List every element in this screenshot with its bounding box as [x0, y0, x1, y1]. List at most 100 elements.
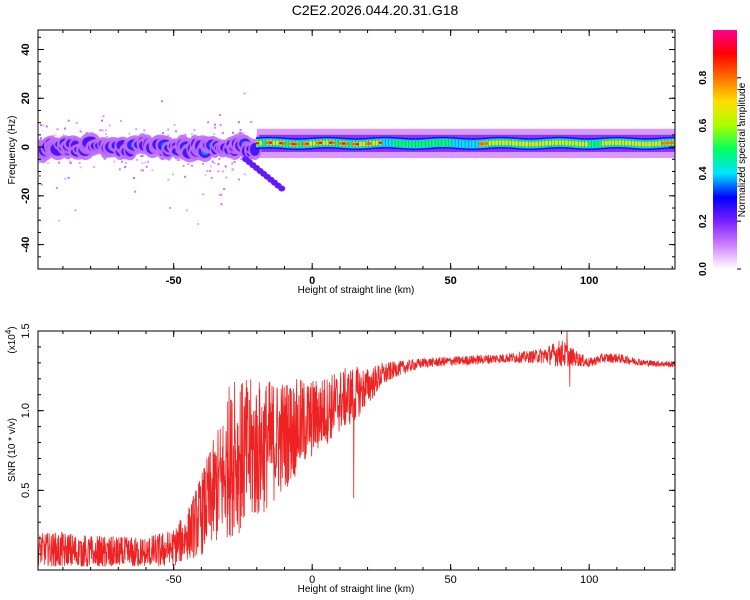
spectrogram-speck: [69, 160, 72, 163]
spectrogram-ridge-cell: [535, 141, 538, 147]
spectrogram-ridge-cell: [644, 141, 648, 147]
spectrogram-speck: [218, 194, 221, 197]
spectrogram-speck: [101, 129, 104, 132]
spectrogram-ridge-cell: [335, 139, 339, 147]
spectrogram-ridge-cell: [285, 140, 289, 147]
spectrogram-ridge-cell: [375, 140, 379, 146]
spectrogram-speck: [190, 133, 193, 136]
spectrogram-speck: [93, 166, 96, 169]
spectrogram-speck: [242, 132, 245, 135]
spectrogram-ridge-cell: [368, 141, 372, 145]
snr-frame: [37, 330, 676, 571]
snr-x-label: Height of straight line (km): [298, 584, 415, 595]
spectrogram-speck: [169, 206, 172, 209]
spectrogram-speck: [140, 169, 143, 172]
spectrogram-ridge-cell: [478, 142, 482, 146]
spectrogram-x-tick-label: 50: [445, 275, 457, 287]
spectrogram-y-tick-label: 20: [20, 92, 32, 104]
spectrogram-speck: [212, 132, 215, 135]
spectrogram-ridge-cell: [365, 142, 369, 146]
spectrogram-speck: [105, 129, 108, 132]
spectrogram-speck: [151, 169, 154, 172]
spectrogram-ridge-cell: [658, 141, 661, 146]
spectrogram-speck: [184, 133, 187, 136]
spectrogram-ridge-cell: [349, 140, 352, 148]
spectrogram-speck: [42, 124, 45, 127]
spectrogram-speck: [58, 219, 61, 222]
spectrogram-speck: [135, 128, 138, 131]
spectrogram-ridge-cell: [342, 142, 346, 145]
spectrogram-speck: [214, 126, 217, 129]
spectrogram-ridge-cell: [485, 141, 489, 145]
spectrogram-speck: [173, 123, 176, 126]
snr-multiplier-close: ): [7, 326, 18, 329]
spectrogram-speck: [79, 166, 82, 169]
spectrogram-ridge-cell: [594, 140, 598, 148]
snr-axes: -50 0 50 100 0.5 1.0 1.5: [20, 323, 675, 586]
spectrogram-x-tick-label: -50: [166, 275, 182, 287]
spectrogram-ridge-cell: [664, 141, 668, 145]
spectrogram-speck: [78, 162, 81, 165]
snr-marks: [38, 331, 675, 567]
spectrogram-ridge-cell: [448, 139, 452, 147]
spectrogram-ridge-cell: [405, 140, 409, 148]
spectrogram-ridge-cell: [445, 139, 449, 146]
spectrogram-speck: [209, 169, 212, 172]
spectrogram-ridge-cell: [425, 140, 429, 147]
spectrogram-speck: [39, 137, 42, 140]
spectrogram-ridge-cell: [505, 140, 509, 145]
spectrogram-x-tick-label: 100: [580, 275, 598, 287]
spectrogram-ridge-cell: [628, 141, 632, 146]
spectrogram-ridge-cell: [438, 139, 442, 146]
spectrogram-ridge-cell: [415, 140, 419, 148]
spectrogram-ridge-cell: [255, 142, 259, 145]
spectrogram-ridge-cell: [488, 140, 492, 146]
spectrogram-ridge-cell: [309, 141, 312, 146]
spectrogram-speck: [220, 193, 223, 196]
snr-x-tick-label: 0: [309, 574, 315, 586]
spectrogram-speck: [197, 222, 200, 225]
spectrogram-ridge-cell: [531, 141, 535, 147]
spectrogram-ridge-cell: [452, 138, 455, 148]
spectrogram-ridge-cell: [624, 140, 628, 146]
snr-y-tick-label: 1.0: [20, 403, 32, 418]
spectrogram-speck: [221, 131, 224, 134]
spectrogram-speck: [204, 174, 207, 177]
spectrogram-speck: [233, 160, 236, 163]
spectrogram-ridge-cell: [355, 143, 359, 145]
chart-title: C2E2.2026.044.20.31.G18: [291, 2, 459, 18]
snr-y-tick-label: 1.5: [20, 323, 32, 338]
spectrogram-ridge-cell: [325, 140, 329, 145]
spectrogram-ridge-cell: [668, 141, 671, 145]
spectrogram-speck: [177, 159, 180, 162]
spectrogram-ridge-cell: [465, 139, 469, 149]
spectrogram-speck: [167, 133, 170, 136]
spectrogram-speck: [224, 165, 227, 168]
spectrogram-ridge-cell: [561, 140, 565, 145]
spectrogram-y-tick-label: 40: [20, 43, 32, 55]
spectrogram-speck: [118, 168, 121, 171]
snr-x-tick-label: 100: [580, 574, 598, 586]
snr-x-tick-label: 50: [445, 574, 457, 586]
spectrogram-ridge-cell: [631, 141, 635, 146]
spectrogram-speck: [231, 162, 234, 165]
spectrogram-ridge-cell: [428, 140, 432, 147]
spectrogram-speck: [217, 170, 220, 173]
spectrogram-speck: [218, 113, 221, 116]
spectrogram-ridge-cell: [269, 141, 273, 144]
spectrogram-speck: [171, 173, 174, 176]
spectrogram-ridge-cell: [571, 141, 575, 146]
spectrogram-speck: [140, 155, 143, 158]
snr-y-tick-label: 0.5: [20, 483, 32, 498]
spectrogram-speck: [232, 131, 235, 134]
spectrogram-ridge-cell: [611, 140, 615, 145]
spectrogram-ridge-cell: [511, 141, 515, 146]
colorbar: 0.0 0.2 0.4 0.6 0.8 Normalized spectral ampl…: [698, 30, 748, 276]
spectrogram-axes: -50 0 50 100 40 20 0 -20 -40: [20, 30, 675, 287]
spectrogram-ridge-cell: [435, 139, 439, 147]
snr-multiplier-base: (x10: [7, 334, 18, 354]
spectrogram-ridge-cell: [495, 140, 499, 145]
spectrogram-ridge-cell: [638, 141, 641, 147]
spectrogram-speck: [64, 177, 67, 180]
spectrogram-ridge-cell: [282, 141, 286, 145]
